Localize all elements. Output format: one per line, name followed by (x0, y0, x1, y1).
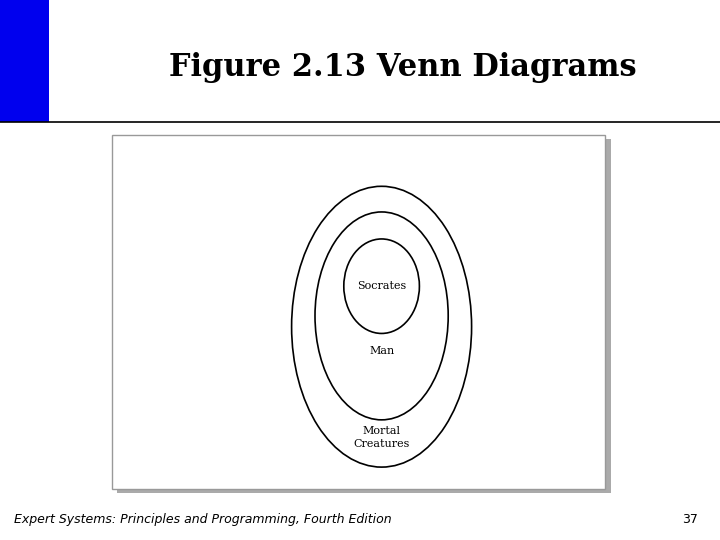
Text: Expert Systems: Principles and Programming, Fourth Edition: Expert Systems: Principles and Programmi… (14, 513, 392, 526)
Text: 37: 37 (683, 513, 698, 526)
Text: Mortal
Creatures: Mortal Creatures (354, 426, 410, 449)
Text: Man: Man (369, 346, 395, 356)
Text: Figure 2.13 Venn Diagrams: Figure 2.13 Venn Diagrams (169, 52, 637, 83)
Bar (0, 0, 49, 122)
Bar (117, 139, 611, 493)
Text: Socrates: Socrates (357, 281, 406, 291)
Bar (112, 135, 605, 489)
